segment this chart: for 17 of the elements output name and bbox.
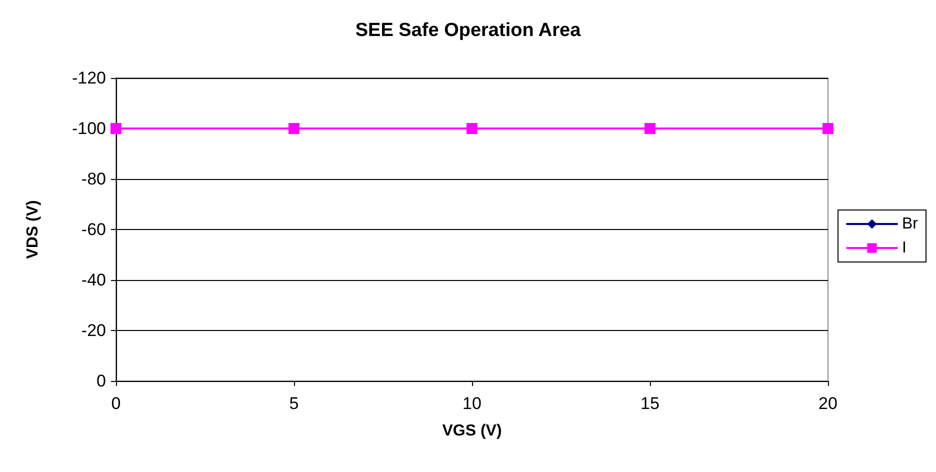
x-tick-label: 20 (818, 394, 838, 413)
x-tick-label: 5 (289, 394, 299, 413)
x-tick-label: 15 (640, 394, 660, 413)
y-tick-label: -100 (72, 119, 106, 138)
y-tick-label: -40 (81, 270, 106, 290)
y-axis-title: VDS (V) (24, 200, 42, 259)
x-tick-label: 0 (111, 394, 121, 413)
legend-label: I (902, 240, 906, 256)
y-tick-label: -80 (81, 170, 106, 188)
y-tick-label: -20 (81, 321, 106, 340)
legend-label: Br (902, 216, 919, 232)
y-tick-label: 0 (96, 372, 106, 390)
x-axis-title: VGS (V) (442, 422, 502, 440)
y-tick-label: -60 (81, 220, 106, 239)
x-tick-label: 10 (462, 394, 482, 413)
chart-title: SEE Safe Operation Area (355, 20, 582, 41)
y-tick-label: -120 (72, 68, 106, 88)
